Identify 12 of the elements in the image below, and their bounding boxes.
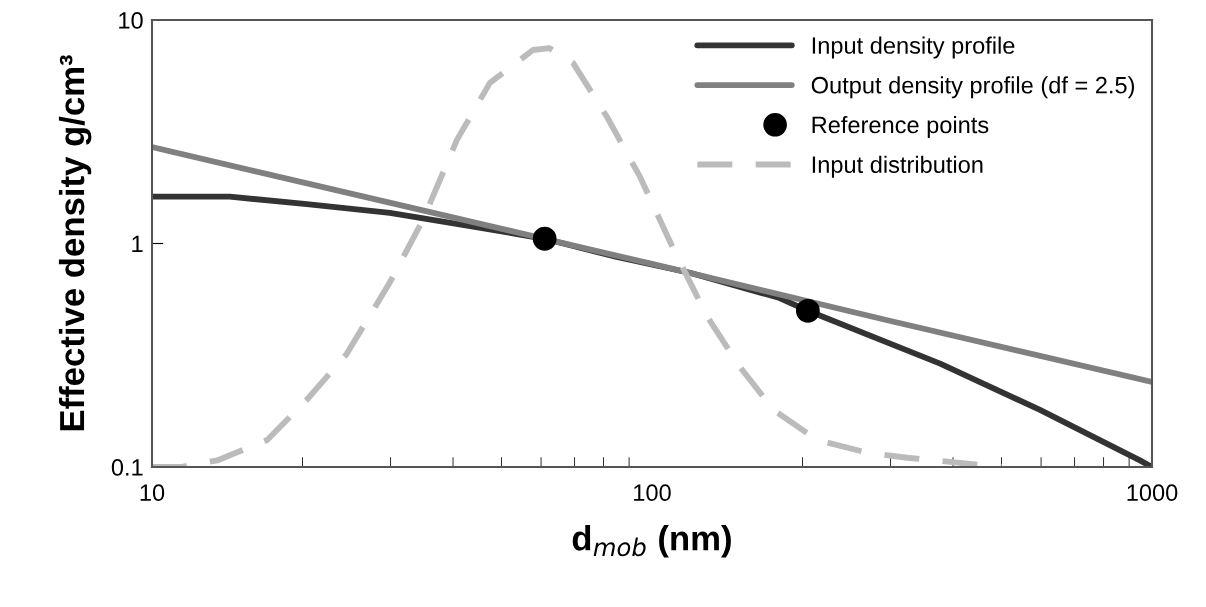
x-axis-title: d$_{mob}$ (nm) <box>572 525 731 558</box>
legend-label: Input distribution <box>812 155 983 178</box>
x-tick-label: 100 <box>634 484 671 502</box>
x-tick-label: 10 <box>140 484 165 502</box>
legend-label: Output density profile (df = 2.5) <box>811 76 1135 99</box>
legend-label: Reference points <box>812 115 989 138</box>
y-tick-label: 1 <box>132 235 143 253</box>
legend-label: Input density profile <box>812 36 1015 59</box>
y-tick-label: 10 <box>119 12 143 29</box>
y-axis-title: Effective density g/cm³ <box>58 55 92 431</box>
y-tick-label: 0.1 <box>111 459 143 476</box>
x-tick-label: 1000 <box>1127 484 1178 502</box>
